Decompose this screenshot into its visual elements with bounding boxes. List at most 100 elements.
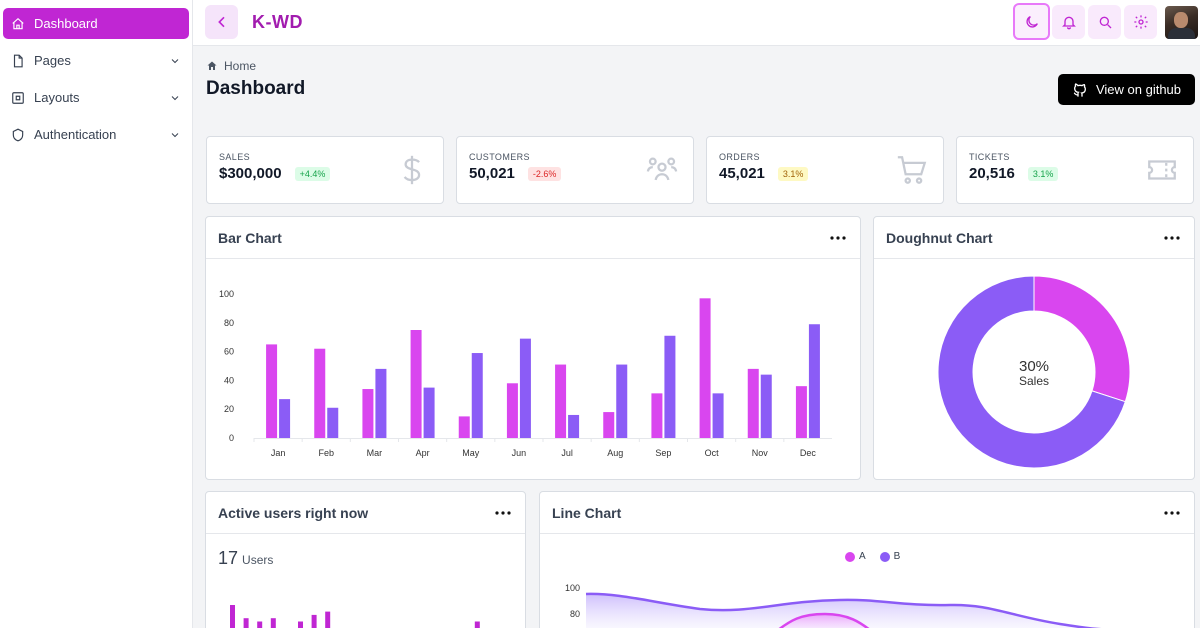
bar-jul-1[interactable]	[555, 364, 567, 438]
x-tick-label: Nov	[752, 448, 769, 458]
bar-oct-2[interactable]	[712, 393, 724, 438]
bar-dec-2[interactable]	[808, 324, 820, 438]
doughnut-chart: 30% Sales	[937, 275, 1131, 469]
more-options-button[interactable]	[1162, 232, 1182, 244]
y-tick-label: 100	[219, 289, 234, 299]
more-options-button[interactable]	[493, 507, 513, 519]
active-users-chart	[230, 605, 480, 628]
sidebar-item-pages[interactable]: Pages	[3, 45, 189, 76]
collapse-sidebar-button[interactable]	[205, 5, 238, 39]
y-tick-label: 80	[224, 318, 234, 328]
active-users-count: 17 Users	[218, 548, 273, 569]
settings-button[interactable]	[1124, 5, 1157, 39]
bar-jan-1[interactable]	[266, 344, 278, 438]
y-tick-label: 100	[565, 583, 580, 593]
breadcrumb-home-link[interactable]: Home	[224, 59, 257, 73]
x-tick-label: Jun	[512, 448, 527, 458]
bar-jun-1[interactable]	[506, 383, 518, 438]
active-users-panel: Active users right now 17 Users	[205, 491, 526, 628]
stat-label: CUSTOMERS	[469, 152, 530, 162]
bar-jan-2[interactable]	[279, 399, 291, 438]
series-b-line	[585, 592, 1101, 628]
more-options-button[interactable]	[828, 232, 848, 244]
panel-title: Line Chart	[552, 504, 622, 521]
bar-chart: 0 20 40 60 80 100 Jan Feb Mar Apr May Jun Jul Aug Sep O…	[219, 289, 832, 458]
chevron-down-icon	[171, 58, 179, 63]
stat-badge: 3.1%	[777, 166, 809, 181]
more-horizontal-icon	[1164, 235, 1180, 240]
bar-aug-1[interactable]	[603, 412, 615, 438]
series-b-area	[586, 593, 1088, 628]
more-horizontal-icon	[830, 235, 846, 240]
line-chart-legend: A B	[845, 551, 914, 562]
bar-sep-1[interactable]	[651, 393, 663, 438]
sidebar-item-layouts[interactable]: Layouts	[3, 82, 189, 113]
y-tick-label: 0	[229, 433, 234, 443]
active-users-bar	[257, 621, 263, 628]
cart-icon	[897, 156, 927, 184]
bar-nov-1[interactable]	[747, 368, 759, 438]
stat-card-customers: CUSTOMERS 50,021 -2.6%	[456, 136, 694, 204]
y-tick-label: 60	[224, 347, 234, 357]
bar-nov-2[interactable]	[760, 374, 772, 438]
legend-item-b[interactable]: B	[879, 551, 900, 562]
sidebar-item-dashboard[interactable]: Dashboard	[3, 8, 189, 39]
stat-value: 45,021	[719, 165, 765, 182]
view-on-github-button[interactable]: View on github	[1058, 74, 1195, 105]
more-options-button[interactable]	[1162, 507, 1182, 519]
users-icon	[646, 157, 678, 181]
x-tick-label: Mar	[367, 448, 383, 458]
stat-badge: -2.6%	[527, 166, 562, 181]
bar-dec-1[interactable]	[795, 386, 807, 438]
bar-feb-1[interactable]	[314, 348, 326, 438]
bar-feb-2[interactable]	[327, 407, 339, 438]
file-icon	[11, 54, 25, 68]
bar-may-1[interactable]	[458, 416, 470, 438]
bar-jun-2[interactable]	[519, 338, 531, 438]
avatar[interactable]	[1165, 6, 1198, 39]
bar-apr-2[interactable]	[423, 387, 435, 438]
stat-card-tickets: TICKETS 20,516 3.1%	[956, 136, 1194, 204]
search-icon	[1099, 16, 1111, 29]
sidebar-item-label: Dashboard	[34, 16, 98, 31]
active-users-bar	[270, 618, 276, 628]
bar-jul-2[interactable]	[568, 414, 580, 438]
bar-mar-2[interactable]	[375, 368, 387, 438]
legend-label: A	[859, 551, 866, 562]
bar-mar-1[interactable]	[362, 389, 374, 438]
github-button-label: View on github	[1095, 82, 1182, 97]
github-icon	[1073, 82, 1086, 97]
sidebar-item-authentication[interactable]: Authentication	[3, 119, 189, 150]
stat-value: 20,516	[969, 165, 1015, 182]
stat-label: SALES	[219, 152, 251, 162]
dollar-icon	[403, 155, 421, 185]
active-users-bar	[325, 611, 331, 628]
bar-apr-1[interactable]	[410, 330, 422, 438]
bar-may-2[interactable]	[471, 353, 483, 438]
y-tick-label: 40	[224, 375, 234, 385]
bar-chart-panel: Bar Chart 0 20 40 60 80 100 Jan Feb Mar Apr May Jun…	[205, 216, 861, 480]
y-tick-label: 80	[570, 609, 580, 619]
notifications-button[interactable]	[1052, 5, 1085, 39]
x-tick-label: Oct	[705, 448, 720, 458]
brand-logo[interactable]: K-WD	[252, 12, 303, 32]
dark-mode-button[interactable]	[1013, 3, 1050, 40]
shield-icon	[11, 128, 25, 142]
stat-value: 50,021	[469, 165, 515, 182]
doughnut-slice-sales[interactable]	[1033, 275, 1131, 403]
legend-item-a[interactable]: A	[845, 551, 866, 562]
doughnut-slice-rest[interactable]	[937, 275, 1126, 469]
chevron-down-icon	[171, 95, 179, 100]
gear-icon	[1133, 15, 1148, 29]
x-tick-label: Jul	[561, 448, 573, 458]
x-tick-label: Feb	[318, 448, 334, 458]
search-button[interactable]	[1088, 5, 1121, 39]
stat-badge: 3.1%	[1027, 166, 1059, 181]
bell-icon	[1061, 16, 1076, 30]
panel-title: Doughnut Chart	[886, 229, 993, 246]
bar-aug-2[interactable]	[616, 364, 628, 438]
bar-oct-1[interactable]	[699, 298, 711, 438]
stat-badge: +4.4%	[294, 166, 331, 181]
home-icon	[207, 61, 217, 70]
bar-sep-2[interactable]	[664, 335, 676, 438]
